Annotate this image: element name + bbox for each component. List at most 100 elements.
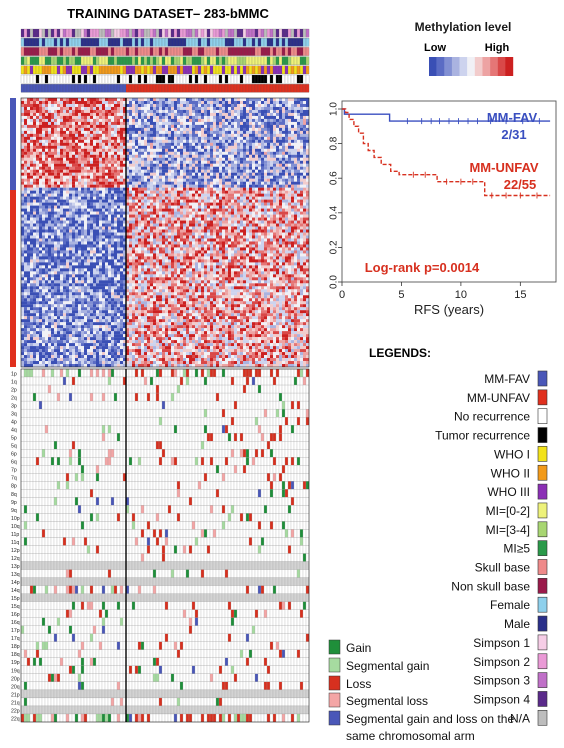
- heatmap-cell: [132, 148, 136, 152]
- heatmap-cell: [246, 127, 250, 131]
- heatmap-cell: [105, 142, 109, 146]
- heatmap-cell: [282, 157, 286, 161]
- heatmap-cell: [231, 229, 235, 233]
- heatmap-cell: [186, 127, 190, 131]
- heatmap-cell: [33, 160, 37, 164]
- heatmap-cell: [180, 142, 184, 146]
- heatmap-cell: [84, 220, 88, 224]
- annotation-cell: [227, 56, 232, 65]
- heatmap-cell: [63, 106, 67, 111]
- heatmap-cell: [48, 202, 52, 206]
- heatmap-cell: [66, 181, 70, 185]
- heatmap-cell: [258, 217, 262, 221]
- heatmap-cell: [108, 100, 112, 105]
- heatmap-cell: [90, 151, 94, 155]
- heatmap-cell: [258, 199, 262, 203]
- heatmap-cell: [111, 187, 115, 191]
- heatmap-cell: [147, 136, 151, 140]
- heatmap-cell: [192, 229, 196, 233]
- heatmap-cell: [120, 172, 124, 176]
- heatmap-cell: [138, 121, 142, 125]
- annotation-cell: [110, 74, 115, 84]
- heatmap-cell: [246, 115, 250, 120]
- annotation-cell: [164, 56, 169, 65]
- heatmap-cell: [237, 214, 241, 218]
- heatmap-cell: [33, 202, 37, 206]
- annotation-cell: [290, 84, 295, 93]
- heatmap-cell: [24, 190, 28, 194]
- heatmap-cell: [162, 223, 166, 227]
- heatmap-cell: [57, 160, 61, 164]
- heatmap-cell: [174, 148, 178, 152]
- annotation-cell: [77, 38, 82, 47]
- annotation-cell: [305, 74, 310, 84]
- heatmap-cell: [225, 115, 229, 120]
- heatmap-cell: [207, 175, 211, 179]
- heatmap-cell: [57, 127, 61, 131]
- heatmap-cell: [27, 109, 31, 114]
- annotation-cell: [272, 38, 277, 47]
- heatmap-cell: [21, 166, 25, 170]
- heatmap-cell: [39, 208, 43, 212]
- annotation-cell: [95, 56, 100, 65]
- heatmap-cell: [147, 190, 151, 194]
- heatmap-cell: [48, 226, 52, 230]
- heatmap-cell: [222, 151, 226, 155]
- heatmap-cell: [183, 217, 187, 221]
- heatmap-cell: [48, 160, 52, 164]
- annotation-cell: [68, 56, 73, 65]
- heatmap-cell: [189, 112, 193, 117]
- heatmap-cell: [123, 220, 127, 224]
- heatmap-cell: [147, 142, 151, 146]
- annotation-cell: [260, 47, 265, 56]
- heatmap-cell: [126, 157, 130, 161]
- heatmap-cell: [63, 196, 67, 200]
- heatmap-cell: [183, 187, 187, 191]
- heatmap-cell: [72, 109, 76, 114]
- heatmap-cell: [270, 127, 274, 131]
- heatmap-cell: [21, 208, 25, 212]
- heatmap-cell: [153, 163, 157, 167]
- heatmap-cell: [219, 148, 223, 152]
- heatmap-cell: [129, 115, 133, 120]
- heatmap-cell: [270, 118, 274, 123]
- heatmap-cell: [261, 184, 265, 188]
- heatmap-cell: [201, 175, 205, 179]
- annotation-cell: [269, 84, 274, 93]
- heatmap-cell: [249, 190, 253, 194]
- heatmap-cell: [258, 118, 262, 123]
- heatmap-cell: [72, 139, 76, 143]
- heatmap-cell: [135, 181, 139, 185]
- annotation-cell: [110, 47, 115, 56]
- heatmap-cell: [189, 142, 193, 146]
- heatmap-cell: [270, 208, 274, 212]
- annotation-cell: [257, 28, 262, 38]
- annotation-cell: [119, 74, 124, 84]
- heatmap-cell: [297, 157, 301, 161]
- heatmap-cell: [99, 98, 103, 102]
- heatmap-cell: [138, 205, 142, 209]
- heatmap-cell: [60, 172, 64, 176]
- heatmap-cell: [219, 223, 223, 227]
- heatmap-cell: [177, 151, 181, 155]
- heatmap-cell: [222, 175, 226, 179]
- heatmap-cell: [294, 187, 298, 191]
- heatmap-cell: [159, 142, 163, 146]
- heatmap-cell: [213, 196, 217, 200]
- heatmap-cell: [222, 169, 226, 173]
- heatmap-cell: [69, 208, 73, 212]
- annotation-cell: [179, 65, 184, 75]
- heatmap-cell: [183, 163, 187, 167]
- heatmap-cell: [33, 175, 37, 179]
- heatmap-cell: [138, 98, 142, 102]
- heatmap-cell: [87, 160, 91, 164]
- heatmap-cell: [111, 106, 115, 111]
- heatmap-cell: [138, 199, 142, 203]
- heatmap-cell: [90, 217, 94, 221]
- heatmap-cell: [111, 118, 115, 123]
- heatmap-cell: [168, 139, 172, 143]
- heatmap-cell: [72, 205, 76, 209]
- heatmap-cell: [210, 190, 214, 194]
- heatmap-cell: [105, 166, 109, 170]
- heatmap-cell: [78, 112, 82, 117]
